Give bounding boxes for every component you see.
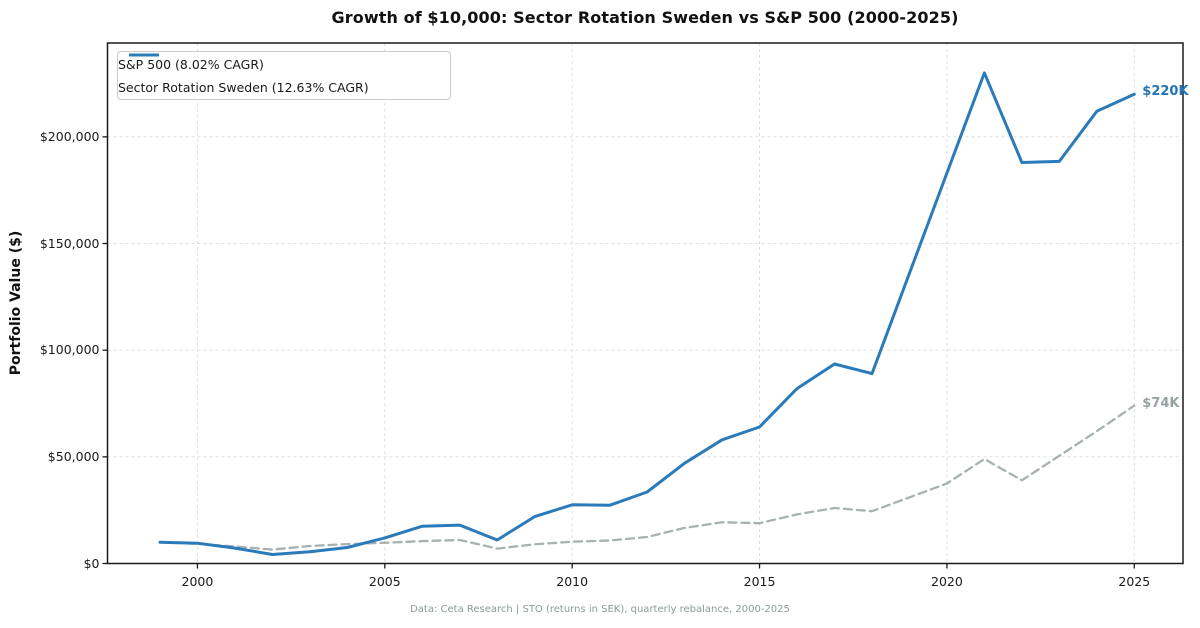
legend-label-sector-rotation-sweden: Sector Rotation Sweden (12.63% CAGR)	[118, 79, 369, 95]
chart-title: Growth of $10,000: Sector Rotation Swede…	[331, 8, 959, 27]
y-tick-label: $150,000	[39, 235, 100, 251]
y-tick-label: $200,000	[39, 128, 100, 144]
legend-label-sp500: S&P 500 (8.02% CAGR)	[118, 56, 264, 72]
footer-caption: Data: Ceta Research | STO (returns in SE…	[410, 604, 790, 615]
x-tick-label: 2000	[181, 574, 214, 589]
x-tick-label: 2020	[931, 574, 963, 589]
end-value-label-sector-rotation-sweden: $220K	[1142, 84, 1189, 100]
y-tick-label: $0	[83, 555, 100, 571]
legend-item-sp500: S&P 500 (8.02% CAGR)	[118, 53, 450, 74]
series-line-sector-rotation-sweden	[158, 71, 1136, 556]
y-tick-label: $100,000	[39, 342, 100, 358]
x-tick-label: 2015	[743, 574, 776, 589]
legend-swatch-sector-rotation-sweden	[129, 53, 159, 57]
x-tick-label: 2010	[556, 574, 589, 589]
legend: S&P 500 (8.02% CAGR) Sector Rotation Swed…	[117, 51, 451, 100]
plot-frame	[106, 42, 1184, 565]
x-tick-label: 2005	[368, 574, 401, 589]
x-tick-label: 2025	[1118, 574, 1151, 589]
series-line-sp500	[158, 404, 1136, 551]
legend-item-sector-rotation-sweden: Sector Rotation Sweden (12.63% CAGR)	[118, 53, 450, 97]
y-tick-label: $50,000	[47, 448, 100, 464]
end-value-label-sp500: $74K	[1142, 395, 1180, 411]
